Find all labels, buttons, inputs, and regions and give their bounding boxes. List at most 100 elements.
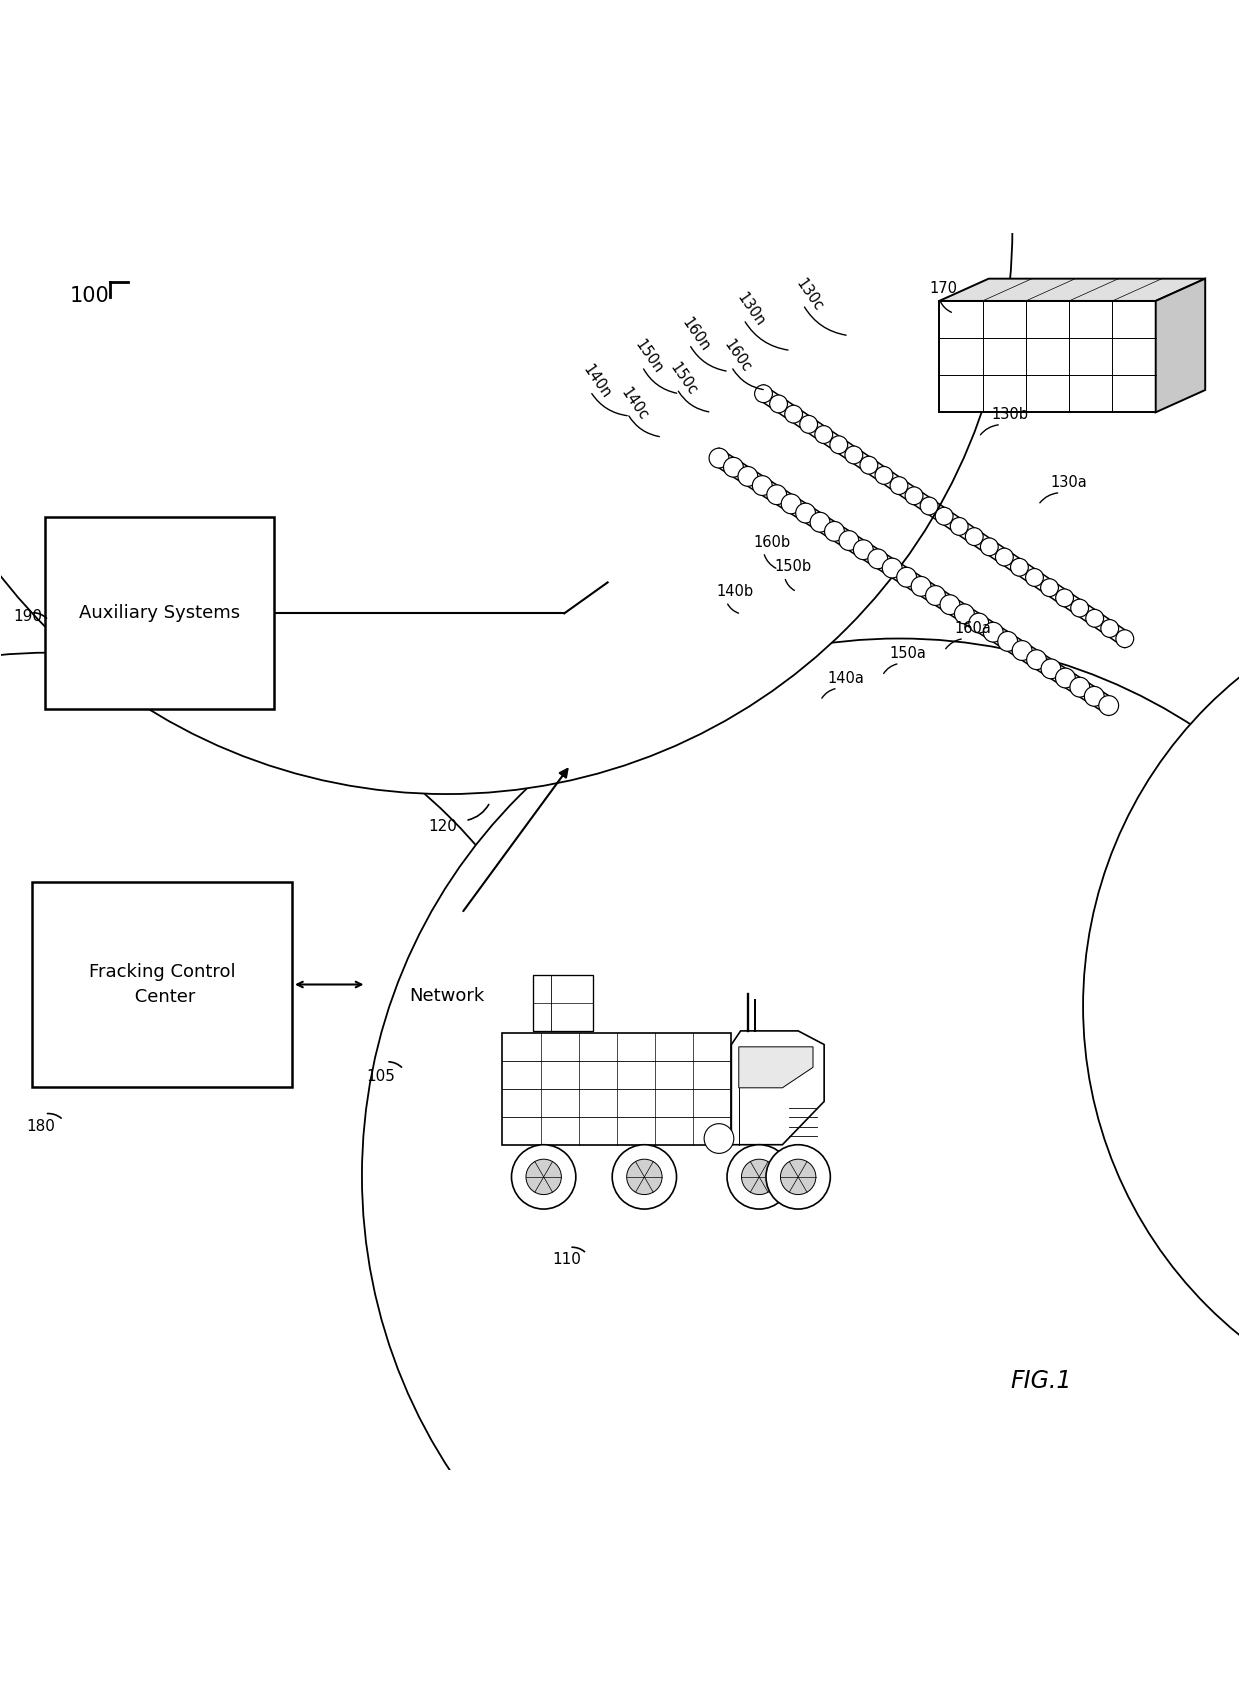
Text: 160a: 160a <box>954 622 991 637</box>
Circle shape <box>738 467 758 487</box>
Circle shape <box>0 652 616 1703</box>
Text: 150n: 150n <box>632 337 666 376</box>
Circle shape <box>1084 686 1104 707</box>
Circle shape <box>1219 766 1225 773</box>
Circle shape <box>920 497 937 514</box>
Text: 170: 170 <box>929 281 957 296</box>
Circle shape <box>1080 751 1095 766</box>
Circle shape <box>844 657 859 674</box>
Circle shape <box>949 662 963 676</box>
Text: 140c: 140c <box>618 385 651 422</box>
Circle shape <box>993 589 1001 596</box>
Circle shape <box>998 836 1014 852</box>
Circle shape <box>1180 845 1188 852</box>
Polygon shape <box>1040 671 1138 688</box>
Polygon shape <box>857 462 930 472</box>
Polygon shape <box>848 494 945 509</box>
Bar <box>502 1034 732 1144</box>
Circle shape <box>1146 845 1152 852</box>
Text: 180: 180 <box>26 1119 55 1134</box>
Circle shape <box>1042 659 1061 679</box>
Polygon shape <box>1147 739 1198 771</box>
Polygon shape <box>1004 550 1027 594</box>
Text: 130c: 130c <box>794 276 826 313</box>
Polygon shape <box>1091 581 1138 611</box>
Polygon shape <box>939 279 1205 301</box>
Circle shape <box>911 577 931 596</box>
Circle shape <box>1086 610 1104 627</box>
Polygon shape <box>811 547 867 582</box>
Polygon shape <box>872 571 908 652</box>
Circle shape <box>709 569 725 584</box>
Circle shape <box>1215 763 1229 777</box>
FancyBboxPatch shape <box>32 882 293 1087</box>
Polygon shape <box>1138 571 1159 611</box>
Polygon shape <box>1090 838 1197 855</box>
Polygon shape <box>1179 690 1240 705</box>
Circle shape <box>941 748 956 763</box>
Circle shape <box>709 448 729 468</box>
Circle shape <box>766 1144 831 1209</box>
Circle shape <box>1023 586 1035 598</box>
Circle shape <box>950 518 968 535</box>
Circle shape <box>1049 754 1056 763</box>
Polygon shape <box>1137 777 1202 836</box>
Circle shape <box>1099 930 1107 937</box>
Circle shape <box>526 1160 562 1194</box>
Circle shape <box>766 485 786 504</box>
Polygon shape <box>1142 601 1172 669</box>
Text: 150c: 150c <box>667 359 699 399</box>
Polygon shape <box>1101 814 1157 850</box>
Circle shape <box>785 405 802 422</box>
Text: 130n: 130n <box>734 290 768 329</box>
Polygon shape <box>994 492 1042 523</box>
Polygon shape <box>908 635 963 671</box>
Circle shape <box>868 548 888 569</box>
Circle shape <box>852 574 867 588</box>
Polygon shape <box>986 511 1075 526</box>
Polygon shape <box>1147 729 1220 739</box>
Circle shape <box>755 385 773 402</box>
Circle shape <box>945 751 952 760</box>
Polygon shape <box>1050 639 1123 651</box>
Polygon shape <box>848 509 913 569</box>
Polygon shape <box>1101 802 1182 814</box>
Polygon shape <box>811 535 892 547</box>
Polygon shape <box>944 598 1009 657</box>
Circle shape <box>1116 630 1133 647</box>
Polygon shape <box>775 480 811 564</box>
Polygon shape <box>714 458 770 494</box>
Circle shape <box>753 475 773 496</box>
Polygon shape <box>908 462 930 504</box>
Polygon shape <box>1047 511 1075 581</box>
Circle shape <box>770 395 787 412</box>
Circle shape <box>1087 674 1100 688</box>
Circle shape <box>983 622 1003 642</box>
Text: 150a: 150a <box>890 645 926 661</box>
Polygon shape <box>801 571 908 588</box>
Circle shape <box>806 657 821 674</box>
Circle shape <box>1055 668 1075 688</box>
Polygon shape <box>714 446 795 458</box>
Circle shape <box>1090 678 1097 685</box>
Circle shape <box>1142 841 1156 855</box>
Circle shape <box>1027 651 1047 669</box>
Polygon shape <box>1004 712 1085 725</box>
Circle shape <box>1042 840 1049 848</box>
Circle shape <box>1133 925 1149 942</box>
Circle shape <box>800 416 817 433</box>
Text: 130b: 130b <box>991 407 1028 422</box>
Circle shape <box>861 456 878 473</box>
Polygon shape <box>704 480 811 499</box>
Polygon shape <box>1157 802 1182 850</box>
Polygon shape <box>908 623 988 635</box>
Circle shape <box>1025 589 1033 596</box>
Circle shape <box>966 528 983 545</box>
Circle shape <box>839 531 859 550</box>
Circle shape <box>1045 751 1059 766</box>
Polygon shape <box>1050 651 1101 683</box>
Circle shape <box>875 467 893 484</box>
Circle shape <box>952 666 960 673</box>
Circle shape <box>613 1144 677 1209</box>
Circle shape <box>1120 674 1132 688</box>
